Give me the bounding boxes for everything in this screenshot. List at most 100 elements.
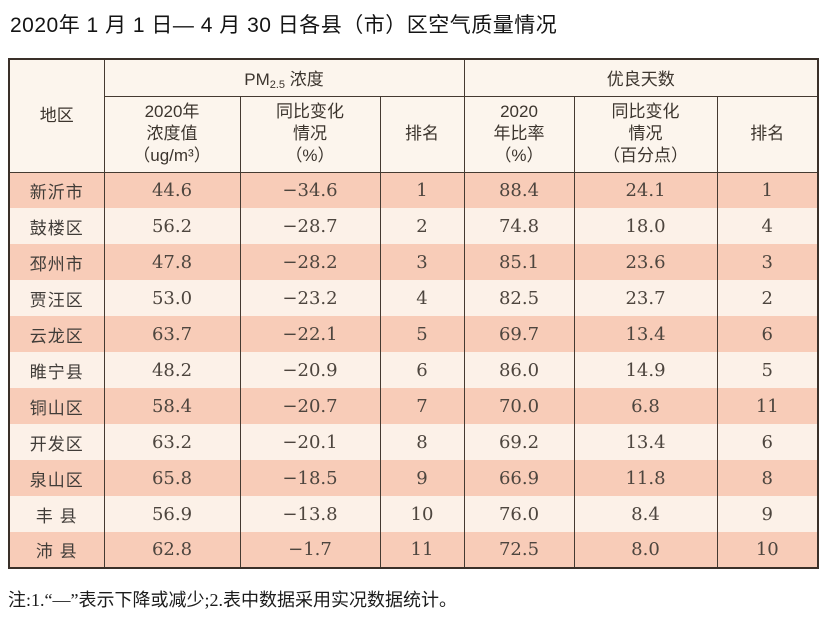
- cell-good-change: 13.4: [573, 424, 718, 460]
- cell-good-rate: 85.1: [463, 244, 575, 280]
- cell-region: 云龙区: [8, 316, 105, 352]
- cell-good-change: 18.0: [573, 208, 718, 244]
- cell-good-rank: 8: [716, 460, 819, 496]
- cell-pm-rank: 4: [379, 280, 465, 316]
- cell-pm-value: 63.7: [103, 316, 241, 352]
- pm-suffix: 浓度: [285, 69, 324, 89]
- cell-good-rank: 5: [716, 352, 819, 388]
- cell-pm-value: 48.2: [103, 352, 241, 388]
- header-pm-rank: 排名: [379, 96, 465, 173]
- header-pm-group: PM2.5 浓度: [103, 59, 465, 97]
- table-row: 云龙区 63.7 −22.1 5 69.7 13.4 6: [8, 316, 819, 352]
- cell-pm-rank: 8: [379, 424, 465, 460]
- cell-pm-rank: 1: [379, 172, 465, 208]
- cell-region: 铜山区: [8, 388, 105, 424]
- pm-subscript: 2.5: [269, 78, 286, 91]
- cell-good-rank: 10: [716, 532, 819, 568]
- cell-good-change: 14.9: [573, 352, 718, 388]
- cell-region: 泉山区: [8, 460, 105, 496]
- cell-region: 贾汪区: [8, 280, 105, 316]
- cell-good-rank: 2: [716, 280, 819, 316]
- cell-pm-change: −22.1: [239, 316, 381, 352]
- cell-good-rate: 86.0: [463, 352, 575, 388]
- cell-region: 鼓楼区: [8, 208, 105, 244]
- table-row: 沛 县 62.8 −1.7 11 72.5 8.0 10: [8, 532, 819, 568]
- cell-good-rank: 9: [716, 496, 819, 532]
- cell-good-change: 13.4: [573, 316, 718, 352]
- cell-pm-change: −20.1: [239, 424, 381, 460]
- cell-pm-rank: 10: [379, 496, 465, 532]
- cell-good-change: 8.4: [573, 496, 718, 532]
- cell-good-rate: 70.0: [463, 388, 575, 424]
- header-pm-value: 2020年 浓度值 （ug/m³）: [103, 96, 241, 173]
- cell-good-change: 8.0: [573, 532, 718, 568]
- cell-region: 邳州市: [8, 244, 105, 280]
- cell-good-rank: 11: [716, 388, 819, 424]
- cell-pm-value: 47.8: [103, 244, 241, 280]
- cell-pm-change: −28.2: [239, 244, 381, 280]
- cell-good-rank: 3: [716, 244, 819, 280]
- table-row: 新沂市 44.6 −34.6 1 88.4 24.1 1: [8, 172, 819, 208]
- cell-pm-rank: 5: [379, 316, 465, 352]
- cell-pm-change: −20.7: [239, 388, 381, 424]
- cell-pm-value: 65.8: [103, 460, 241, 496]
- cell-good-rate: 88.4: [463, 172, 575, 208]
- cell-good-rate: 69.7: [463, 316, 575, 352]
- cell-pm-change: −18.5: [239, 460, 381, 496]
- cell-region: 丰 县: [8, 496, 105, 532]
- table-row: 开发区 63.2 −20.1 8 69.2 13.4 6: [8, 424, 819, 460]
- cell-pm-rank: 3: [379, 244, 465, 280]
- cell-good-change: 23.6: [573, 244, 718, 280]
- cell-good-change: 11.8: [573, 460, 718, 496]
- cell-good-change: 23.7: [573, 280, 718, 316]
- table-row: 泉山区 65.8 −18.5 9 66.9 11.8 8: [8, 460, 819, 496]
- cell-good-rate: 72.5: [463, 532, 575, 568]
- cell-good-rate: 66.9: [463, 460, 575, 496]
- cell-region: 开发区: [8, 424, 105, 460]
- cell-pm-rank: 9: [379, 460, 465, 496]
- table-header: 地区 PM2.5 浓度 优良天数 2020年 浓度值 （ug/m³） 同比变化 …: [8, 59, 819, 173]
- cell-region: 新沂市: [8, 172, 105, 208]
- air-quality-table: 地区 PM2.5 浓度 优良天数 2020年 浓度值 （ug/m³） 同比变化 …: [8, 58, 820, 569]
- table-row: 邳州市 47.8 −28.2 3 85.1 23.6 3: [8, 244, 819, 280]
- cell-region: 睢宁县: [8, 352, 105, 388]
- cell-pm-value: 58.4: [103, 388, 241, 424]
- cell-region: 沛 县: [8, 532, 105, 568]
- cell-good-rank: 1: [716, 172, 819, 208]
- table-row: 鼓楼区 56.2 −28.7 2 74.8 18.0 4: [8, 208, 819, 244]
- header-good-rate: 2020 年比率 （%）: [463, 96, 575, 173]
- cell-pm-change: −1.7: [239, 532, 381, 568]
- pm-label: PM: [244, 69, 270, 89]
- cell-pm-rank: 2: [379, 208, 465, 244]
- cell-pm-rank: 6: [379, 352, 465, 388]
- cell-pm-value: 56.2: [103, 208, 241, 244]
- table-row: 丰 县 56.9 −13.8 10 76.0 8.4 9: [8, 496, 819, 532]
- cell-pm-value: 63.2: [103, 424, 241, 460]
- header-group-row: 地区 PM2.5 浓度 优良天数: [8, 59, 819, 173]
- cell-good-change: 24.1: [573, 172, 718, 208]
- table-row: 贾汪区 53.0 −23.2 4 82.5 23.7 2: [8, 280, 819, 316]
- cell-pm-value: 44.6: [103, 172, 241, 208]
- table-row: 铜山区 58.4 −20.7 7 70.0 6.8 11: [8, 388, 819, 424]
- cell-good-rate: 76.0: [463, 496, 575, 532]
- cell-pm-rank: 11: [379, 532, 465, 568]
- header-good-rank: 排名: [716, 96, 819, 173]
- cell-pm-change: −23.2: [239, 280, 381, 316]
- cell-pm-change: −28.7: [239, 208, 381, 244]
- cell-pm-value: 53.0: [103, 280, 241, 316]
- cell-good-rank: 6: [716, 424, 819, 460]
- header-good-days-group: 优良天数: [463, 59, 819, 97]
- table-body: 新沂市 44.6 −34.6 1 88.4 24.1 1 鼓楼区 56.2 −2…: [8, 172, 819, 568]
- cell-pm-value: 56.9: [103, 496, 241, 532]
- cell-good-rank: 4: [716, 208, 819, 244]
- cell-good-rate: 82.5: [463, 280, 575, 316]
- header-region: 地区: [8, 59, 105, 173]
- header-pm-change: 同比变化 情况 （%）: [239, 96, 381, 173]
- cell-pm-change: −20.9: [239, 352, 381, 388]
- cell-pm-change: −13.8: [239, 496, 381, 532]
- cell-good-rate: 74.8: [463, 208, 575, 244]
- header-sub-row: 2020年 浓度值 （ug/m³） 同比变化 情况 （%） 排名 2020 年比…: [9, 96, 819, 173]
- header-good-change: 同比变化 情况 （百分点）: [573, 96, 718, 173]
- cell-good-change: 6.8: [573, 388, 718, 424]
- footnote: 注:1.“—”表示下降或减少;2.表中数据采用实况数据统计。: [8, 590, 457, 610]
